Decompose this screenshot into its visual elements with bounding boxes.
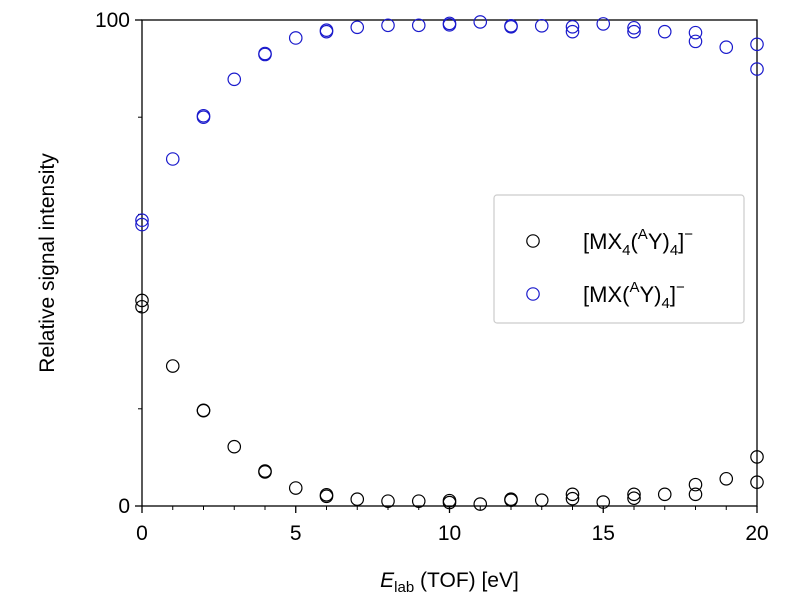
legend-label-part: [MX: [583, 229, 622, 254]
y-tick-label: 100: [95, 9, 130, 32]
data-point: [288, 481, 303, 495]
series-1: [135, 293, 764, 511]
y-axis-title: Relative signal intensity: [36, 153, 59, 373]
data-point: [135, 299, 149, 314]
data-point: [258, 46, 272, 61]
legend-label-part: ]: [670, 282, 676, 307]
data-point: [442, 495, 457, 510]
legend-label-part: A: [638, 226, 648, 243]
legend-label-part: 4: [622, 242, 630, 259]
legend-label-part: A: [629, 279, 639, 296]
data-point: [565, 24, 580, 39]
data-point: [227, 439, 242, 454]
data-point: [135, 293, 149, 308]
data-point: [750, 62, 764, 76]
data-point: [657, 24, 672, 39]
data-point: [504, 19, 518, 33]
data-point: [534, 19, 549, 33]
data-point: [719, 40, 734, 55]
x-tick-label: 5: [290, 522, 302, 545]
legend-label-part: 4: [661, 295, 669, 312]
x-axis-title-symbol: E: [380, 569, 395, 592]
x-axis-title-subscript: lab: [394, 579, 414, 596]
legend-label-part: −: [684, 226, 693, 243]
data-point: [381, 18, 395, 33]
legend-label-part: ]: [678, 229, 684, 254]
data-point: [565, 20, 580, 34]
data-point: [227, 72, 242, 87]
data-point: [504, 493, 518, 507]
legend-label-part: 4: [670, 242, 678, 259]
data-point: [534, 493, 549, 507]
x-tick-label: 20: [745, 522, 768, 545]
data-point: [473, 15, 488, 29]
legend-label: [MX(AY)4]−: [583, 279, 685, 312]
data-point: [473, 497, 488, 511]
data-point: [258, 47, 272, 62]
legend-label: [MX4(AY)4]−: [583, 226, 693, 259]
data-point: [319, 23, 334, 38]
legend-marker: [526, 234, 540, 248]
data-point: [504, 492, 518, 506]
legend-label-part: Y): [639, 282, 661, 307]
data-point: [627, 487, 641, 502]
data-point: [258, 464, 272, 478]
data-point: [688, 25, 703, 40]
data-point: [596, 495, 611, 509]
data-point: [627, 491, 641, 506]
legend-frame: [493, 194, 745, 324]
legend-label-part: [MX(: [583, 282, 630, 307]
data-point: [319, 489, 334, 504]
data-point: [657, 487, 672, 502]
legend-label-part: (: [630, 229, 638, 254]
data-point: [411, 18, 426, 33]
data-point: [411, 494, 426, 508]
data-point: [688, 34, 703, 49]
legend-label-part: −: [676, 279, 685, 296]
data-point: [719, 471, 734, 486]
series-2: [135, 15, 764, 232]
data-point: [135, 213, 149, 228]
data-point: [688, 477, 703, 492]
data-point: [196, 403, 211, 418]
x-tick-label: 0: [136, 522, 148, 545]
data-point: [165, 152, 180, 166]
legend: [MX4(AY)4]−[MX(AY)4]−: [493, 194, 745, 324]
data-point: [565, 491, 580, 506]
data-point: [750, 450, 764, 464]
y-tick-label: 0: [118, 495, 130, 518]
data-point: [196, 108, 211, 123]
data-point: [135, 217, 149, 232]
data-point: [165, 359, 180, 373]
data-point: [627, 24, 641, 39]
legend-label-part: Y): [648, 229, 670, 254]
data-point: [258, 465, 272, 479]
data-point: [596, 17, 611, 31]
data-point: [750, 37, 764, 52]
data-point: [381, 494, 395, 508]
legend-marker: [526, 287, 540, 301]
x-axis-title-unit: (TOF) [eV]: [414, 569, 519, 592]
data-point: [350, 20, 365, 35]
data-point: [442, 16, 457, 31]
data-point: [627, 20, 641, 35]
x-axis-title: Elab (TOF) [eV]: [380, 569, 519, 596]
x-tick-label: 15: [592, 522, 615, 545]
data-point: [504, 20, 518, 34]
data-point: [350, 492, 365, 506]
data-point: [750, 475, 764, 489]
data-point: [688, 487, 703, 502]
data-point: [565, 487, 580, 502]
x-tick-label: 10: [438, 522, 461, 545]
data-point: [288, 31, 303, 45]
